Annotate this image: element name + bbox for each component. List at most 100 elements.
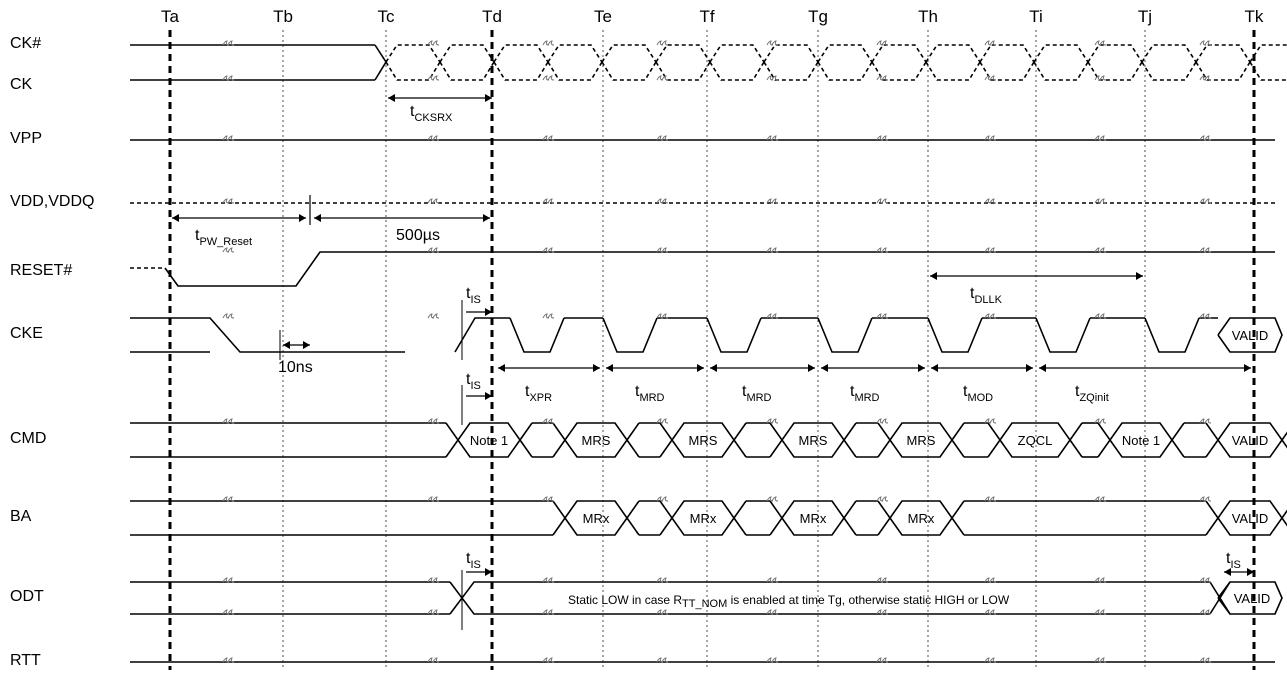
odt-note: Static LOW in case RTT_NOM is enabled at… <box>568 593 1010 610</box>
break-mark <box>766 247 779 253</box>
wave-segment <box>130 317 405 353</box>
bus-box-label: ZQCL <box>1018 433 1053 448</box>
wave-segment <box>925 44 981 63</box>
break-mark <box>876 198 889 204</box>
break-mark <box>1199 40 1212 46</box>
break-mark <box>766 609 779 615</box>
arrowhead <box>314 214 321 222</box>
wave-segment <box>951 439 965 458</box>
signal-label: ODT <box>10 588 44 605</box>
arrowhead <box>1244 364 1251 372</box>
tmod-label: tMOD <box>963 383 993 404</box>
break-mark <box>876 135 889 141</box>
break-mark <box>656 135 669 141</box>
break-mark <box>766 198 779 204</box>
timing-arrows <box>172 94 1254 630</box>
wave-segment <box>519 422 533 441</box>
wave-segment <box>706 317 762 353</box>
cke-valid-box: VALID <box>1232 328 1269 343</box>
wave-segment <box>552 500 566 536</box>
break-mark <box>542 496 555 502</box>
break-mark <box>984 577 997 583</box>
break-mark <box>876 609 889 615</box>
break-mark <box>1199 247 1212 253</box>
break-mark <box>542 40 555 46</box>
wave-segment <box>1205 422 1219 458</box>
odt-valid-box: VALID <box>1234 591 1271 606</box>
break-mark <box>1199 313 1212 319</box>
wave-segment <box>626 500 640 519</box>
break-mark <box>1094 657 1107 663</box>
break-mark <box>984 247 997 253</box>
wave-segment <box>927 317 983 353</box>
wave-segment <box>385 61 441 81</box>
bus-box-label: Note 1 <box>1122 433 1160 448</box>
wave-segment <box>1217 317 1283 353</box>
wave-segment <box>877 500 891 536</box>
break-mark <box>984 75 997 81</box>
wave-segment <box>1144 317 1200 353</box>
wave-segment <box>1097 422 1111 458</box>
break-mark <box>984 40 997 46</box>
waveforms <box>130 44 1287 663</box>
wave-segment <box>493 44 549 63</box>
wave-segment <box>1249 61 1287 81</box>
signal-label: BA <box>10 508 32 525</box>
arrowhead <box>931 364 938 372</box>
wave-segment <box>1249 44 1287 63</box>
arrowhead <box>485 94 492 102</box>
break-mark <box>427 313 440 319</box>
break-mark <box>427 75 440 81</box>
wave-segment <box>454 317 510 353</box>
tis-label: tIS <box>466 371 481 392</box>
break-mark <box>427 198 440 204</box>
tcksrx-label: tCKSRX <box>410 103 453 124</box>
bus-box <box>1217 581 1283 615</box>
wave-segment <box>817 61 873 81</box>
break-marks <box>222 40 1212 663</box>
time-marker-label: Tc <box>378 7 396 26</box>
break-mark <box>542 657 555 663</box>
break-mark <box>1199 75 1212 81</box>
break-mark <box>222 313 235 319</box>
break-mark <box>656 313 669 319</box>
break-mark <box>876 247 889 253</box>
break-mark <box>427 496 440 502</box>
wave-segment <box>626 517 640 536</box>
arrowhead <box>593 364 600 372</box>
wave-segment <box>547 61 603 81</box>
arrowhead <box>1039 364 1046 372</box>
wave-segment <box>374 44 387 81</box>
wave-segment <box>1205 500 1219 536</box>
arrowhead <box>918 364 925 372</box>
wave-segment <box>385 44 441 63</box>
tmrd-label: tMRD <box>850 383 880 404</box>
wave-segment <box>449 581 1210 615</box>
time-marker-label: Th <box>918 7 938 26</box>
arrowhead <box>821 364 828 372</box>
break-mark <box>1199 418 1212 424</box>
t500-label: 500µs <box>396 227 440 244</box>
wave-segment <box>733 500 747 519</box>
wave-segment <box>493 61 549 81</box>
wave-segment <box>871 61 927 81</box>
break-mark <box>222 496 235 502</box>
wave-segment <box>1087 61 1143 81</box>
time-gridlines <box>168 30 1256 670</box>
wave-segment <box>763 61 819 81</box>
tmrd-label: tMRD <box>635 383 665 404</box>
wave-segment <box>509 317 565 353</box>
break-mark <box>542 135 555 141</box>
wave-segment <box>733 517 747 536</box>
time-marker-label: Te <box>594 7 612 26</box>
wave-segment <box>602 317 658 353</box>
wave-segment <box>1033 61 1089 81</box>
break-mark <box>1094 247 1107 253</box>
arrowhead <box>388 94 395 102</box>
wave-segment <box>1171 422 1185 441</box>
break-mark <box>542 313 555 319</box>
break-mark <box>1199 198 1212 204</box>
arrowhead <box>172 214 179 222</box>
break-mark <box>427 247 440 253</box>
break-mark <box>1094 75 1107 81</box>
